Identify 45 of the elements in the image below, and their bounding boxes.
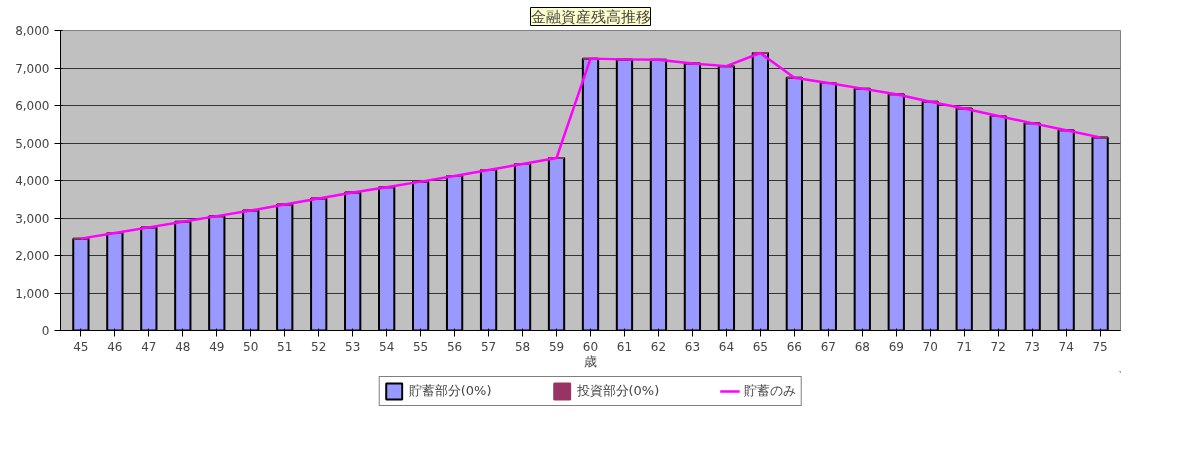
x-tick-label: 57 xyxy=(480,339,497,354)
x-tick-label: 69 xyxy=(888,339,904,354)
x-tick-label: 73 xyxy=(1024,339,1040,354)
x-axis-title: 歳 xyxy=(584,353,597,369)
x-tick-label: 64 xyxy=(718,339,735,354)
y-tick-label: 5,000 xyxy=(15,136,50,151)
x-tick-label: 54 xyxy=(379,339,395,354)
x-tick-label: 46 xyxy=(107,339,123,354)
legend-label: 投資部分(0%) xyxy=(576,382,660,400)
x-tick-label: 75 xyxy=(1092,339,1108,354)
x-tick-label: 47 xyxy=(141,339,157,354)
y-tick-label: 0 xyxy=(41,324,50,338)
x-tick-label: 65 xyxy=(752,339,769,354)
x-tick-label: 58 xyxy=(514,339,531,354)
x-tick-label: 55 xyxy=(412,339,429,354)
x-tick-label: 60 xyxy=(582,339,599,354)
x-tick-label: 61 xyxy=(616,339,633,354)
legend-label: 貯蓄部分(0%) xyxy=(408,382,492,400)
x-tick-label: 62 xyxy=(650,339,667,354)
y-tick-label: 2,000 xyxy=(15,249,50,263)
x-tick-label: 72 xyxy=(990,339,1006,354)
y-tick-label: 6,000 xyxy=(15,99,50,113)
x-tick-label: 71 xyxy=(956,339,972,354)
y-tick-label: 7,000 xyxy=(15,61,50,76)
x-tick-label: 74 xyxy=(1058,339,1074,354)
x-tick-label: 56 xyxy=(446,339,463,354)
chart-title: 金融資産残高推移 xyxy=(530,7,651,26)
x-tick-label: 53 xyxy=(345,339,361,354)
x-tick-label: 50 xyxy=(243,339,259,354)
x-tick-label: 66 xyxy=(786,339,802,354)
x-tick-label: 70 xyxy=(922,339,938,354)
x-tick-label: 63 xyxy=(684,339,701,354)
y-tick-label: 3,000 xyxy=(15,211,50,226)
x-tick-label: 67 xyxy=(820,339,836,354)
x-tick-label: 48 xyxy=(175,339,191,354)
x-tick-label: 59 xyxy=(548,339,565,354)
legend-label: 貯蓄のみ xyxy=(744,382,797,400)
x-tick-label: 68 xyxy=(854,339,870,354)
x-tick-label: 52 xyxy=(311,339,327,354)
x-tick-label: 45 xyxy=(73,339,89,354)
x-tick-label: 49 xyxy=(209,339,225,354)
y-tick-label: 1,000 xyxy=(15,286,50,301)
y-tick-label: 4,000 xyxy=(15,174,50,188)
x-tick-label: 51 xyxy=(277,339,293,354)
y-tick-label: 8,000 xyxy=(15,24,50,38)
